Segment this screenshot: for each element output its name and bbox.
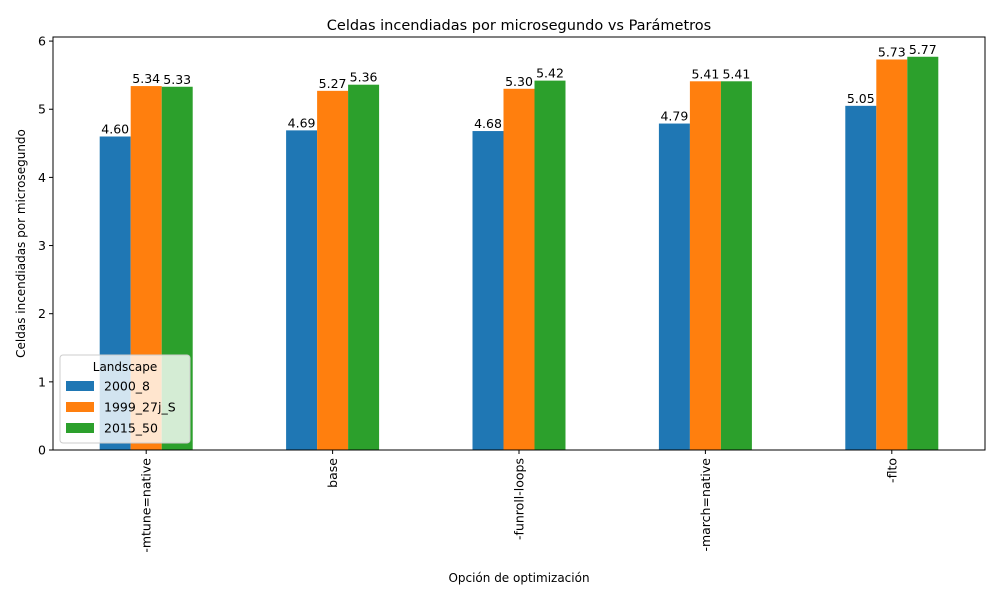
- bar: [348, 84, 380, 450]
- y-tick-label: 4: [38, 170, 46, 185]
- legend-entry-label: 1999_27j_S: [104, 400, 176, 415]
- bar: [472, 131, 504, 450]
- bar: [503, 88, 535, 450]
- bar: [286, 130, 318, 450]
- value-labels-layer: 4.60 5.34 5.33 4.69 5.27 5.36 4.68 5.305.42 4.79…: [101, 42, 936, 137]
- legend-box: [59, 354, 191, 444]
- legend-title: Landscape: [93, 360, 157, 374]
- legend: Landscape 2000_8 1999_27j_S 2015_50: [59, 354, 191, 444]
- bar: [876, 59, 908, 450]
- bar-value-label: 5.41: [722, 66, 750, 81]
- bar: [907, 56, 939, 450]
- legend-entry-label: 2015_50: [104, 421, 158, 436]
- bar: [845, 105, 877, 450]
- y-tick-label: 6: [38, 34, 46, 49]
- bar-value-label: 4.79: [660, 109, 688, 124]
- bar-value-label: 5.36: [350, 70, 378, 85]
- bar-value-label: 5.33: [163, 72, 191, 87]
- bar-value-label: 5.77: [909, 42, 937, 57]
- bar-value-label: 5.42: [536, 66, 564, 81]
- bar-value-label: 5.30: [505, 74, 533, 89]
- y-tick-label: 3: [38, 238, 46, 253]
- bar-value-label: 5.27: [319, 76, 347, 91]
- bars-layer: [99, 56, 939, 451]
- bar-value-label: 5.05: [847, 91, 875, 106]
- x-tick-label: -mtune=native: [139, 458, 154, 553]
- legend-swatch: [66, 423, 94, 433]
- y-axis: 0 1 2 3 4 5 6: [38, 34, 53, 458]
- y-tick-label: 2: [38, 306, 46, 321]
- legend-entry-label: 2000_8: [104, 379, 150, 394]
- x-tick-label: -flto: [884, 458, 899, 483]
- x-tick-label: base: [325, 458, 340, 488]
- bar-value-label: 4.60: [101, 122, 129, 137]
- y-axis-label: Celdas incendiadas por microsegundo: [14, 129, 28, 358]
- bar: [658, 123, 690, 451]
- legend-entries: 2000_8 1999_27j_S 2015_50: [66, 379, 176, 436]
- bar-value-label: 4.69: [288, 115, 316, 130]
- bar-value-label: 5.41: [691, 66, 719, 81]
- x-tick-label: -funroll-loops: [512, 458, 527, 540]
- bar-value-label: 4.68: [474, 116, 502, 131]
- x-axis: -mtune=native base -funroll-loops -march=na…: [139, 450, 899, 553]
- x-axis-label: Opción de optimización: [448, 571, 589, 585]
- bar: [720, 81, 752, 451]
- bar-value-label: 5.34: [132, 71, 160, 86]
- chart-title: Celdas incendiadas por microsegundo vs P…: [327, 18, 711, 34]
- bar-value-label: 5.73: [878, 44, 906, 59]
- x-tick-label: -march=native: [698, 458, 713, 552]
- legend-swatch: [66, 402, 94, 412]
- plot-frame: [52, 36, 986, 451]
- bar: [317, 90, 349, 450]
- y-tick-label: 1: [38, 374, 46, 389]
- bar: [689, 81, 721, 451]
- legend-swatch: [66, 381, 94, 391]
- y-tick-label: 5: [38, 102, 46, 117]
- y-tick-label: 0: [38, 443, 46, 458]
- bar: [534, 80, 566, 451]
